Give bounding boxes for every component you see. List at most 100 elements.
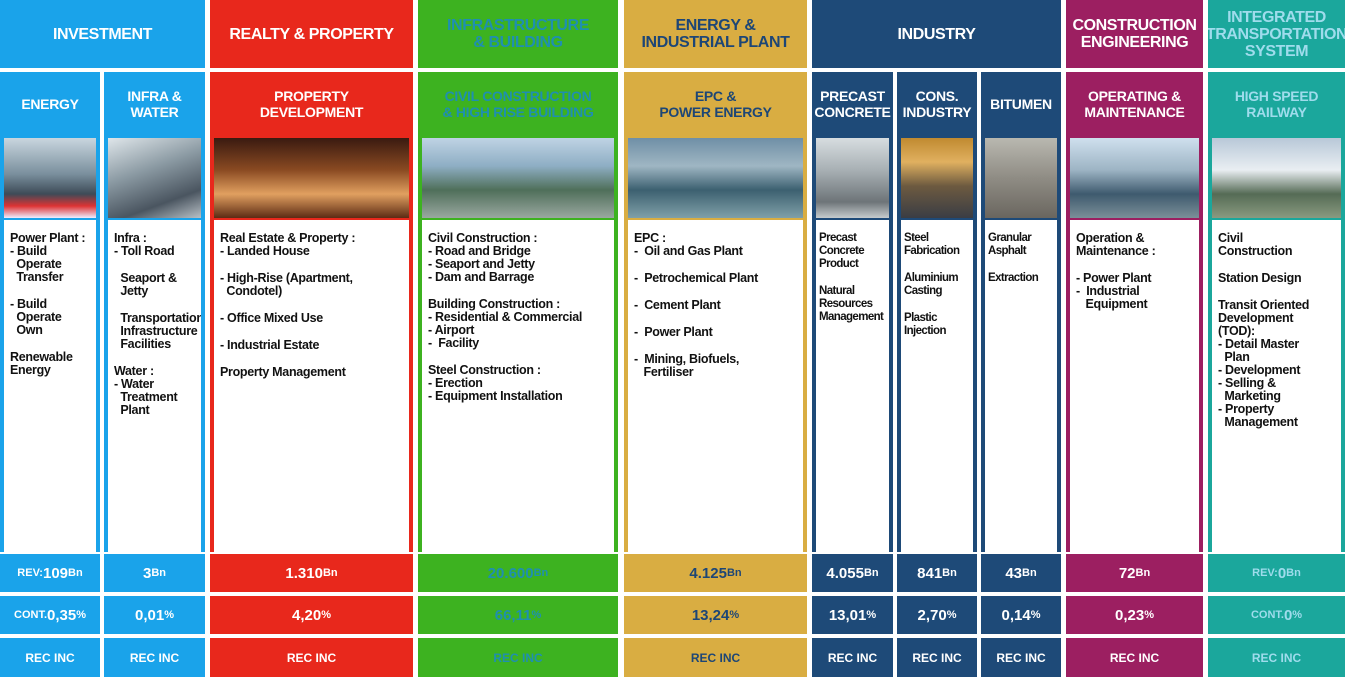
rec-inc-cell: REC INC [1066, 638, 1203, 677]
revenue-cell: 3 Bn [104, 554, 205, 592]
rev-amount: 4.125 [689, 565, 727, 582]
description-item: EPC : - Oil and Gas Plant [634, 232, 799, 258]
description: Steel Fabrication Aluminium Casting Plasti… [901, 220, 973, 552]
rev-unit: Bn [68, 567, 83, 579]
cont-amount: 2,70 [918, 607, 947, 624]
description-item: Steel Construction : - Erection - Equipm… [428, 364, 610, 403]
cont-amount: 4,20 [292, 607, 321, 624]
contribution-cell: CONT. 0,35% [0, 596, 100, 634]
description: Civil Construction : - Road and Bridge -… [422, 220, 614, 552]
description-item: Plastic Injection [904, 312, 969, 338]
cont-unit: % [866, 609, 876, 621]
cont-amount: 13,24 [692, 607, 730, 624]
cont-unit: % [321, 609, 331, 621]
contribution-cell: 0,01% [104, 596, 205, 634]
sub-header: HIGH SPEED RAILWAY [1208, 72, 1345, 136]
description-item: Station Design [1218, 272, 1337, 285]
cont-amount: 0 [1284, 607, 1292, 624]
revenue-cell: 841 Bn [897, 554, 977, 592]
rev-amount: 4.055 [826, 565, 864, 582]
description-item: - Industrial Estate [220, 339, 405, 352]
rev-unit: Bn [534, 567, 549, 579]
revenue-cell: 72 Bn [1066, 554, 1203, 592]
revenue-cell: REV: 109 Bn [0, 554, 100, 592]
description-item: Renewable Energy [10, 351, 92, 377]
rev-amount: 109 [43, 565, 68, 582]
rec-inc-cell: REC INC [981, 638, 1061, 677]
rev-prefix: REV: [17, 567, 43, 579]
revenue-cell: 20.600 Bn [418, 554, 618, 592]
revenue-cell: 1.310 Bn [210, 554, 413, 592]
photo [1070, 138, 1199, 218]
description-item: Transportation Infrastructure Facilities [114, 312, 197, 351]
description-item: Transit Oriented Development (TOD): - De… [1218, 299, 1337, 429]
rev-amount: 1.310 [285, 565, 323, 582]
description-item: Property Management [220, 366, 405, 379]
cont-unit: % [164, 609, 174, 621]
cont-amount: 0,23 [1115, 607, 1144, 624]
cont-amount: 66,11 [495, 607, 532, 624]
description-item: Aluminium Casting [904, 272, 969, 298]
description-item: Water : - Water Treatment Plant [114, 365, 197, 417]
contribution-cell: 4,20% [210, 596, 413, 634]
contribution-cell: 2,70% [897, 596, 977, 634]
description-item: - Power Plant - Industrial Equipment [1076, 272, 1195, 311]
group-header: INDUSTRY [812, 0, 1061, 68]
rev-amount: 0 [1278, 565, 1286, 582]
group-header: CONSTRUCTION ENGINEERING [1066, 0, 1203, 68]
sub-header: ENERGY [0, 72, 100, 136]
description-item: Seaport & Jetty [114, 272, 197, 298]
photo [108, 138, 201, 218]
sub-header: PROPERTY DEVELOPMENT [210, 72, 413, 136]
group-header: INVESTMENT [0, 0, 205, 68]
cont-unit: % [76, 609, 86, 621]
rec-inc-cell: REC INC [210, 638, 413, 677]
portfolio-board: INVESTMENTENERGY Power Plant : - Build Op… [0, 0, 1345, 677]
rec-inc-cell: REC INC [812, 638, 893, 677]
cont-unit: % [531, 609, 541, 621]
description-item: Real Estate & Property : - Landed House [220, 232, 405, 258]
description-item: Infra : - Toll Road [114, 232, 197, 258]
sub-column: PROPERTY DEVELOPMENT Real Estate & Proper… [210, 72, 413, 552]
cont-unit: % [947, 609, 957, 621]
description-item: Steel Fabrication [904, 232, 969, 258]
sub-column: CIVIL CONSTRUCTION & HIGH RISE BUILDING C… [418, 72, 618, 552]
rec-inc-cell: REC INC [624, 638, 807, 677]
description: Power Plant : - Build Operate Transfer- … [4, 220, 96, 552]
cont-amount: 0,01 [135, 607, 164, 624]
cont-unit: % [1292, 609, 1302, 621]
cont-unit: % [1031, 609, 1041, 621]
description-item: - Power Plant [634, 326, 799, 339]
rev-amount: 3 [143, 565, 151, 582]
description-item: Precast Concrete Product [819, 232, 885, 271]
sub-header: CIVIL CONSTRUCTION & HIGH RISE BUILDING [418, 72, 618, 136]
photo [4, 138, 96, 218]
rec-inc-cell: REC INC [418, 638, 618, 677]
description-item: - Office Mixed Use [220, 312, 405, 325]
rec-inc-cell: REC INC [104, 638, 205, 677]
photo [422, 138, 614, 218]
description-item: Building Construction : - Residential & … [428, 298, 610, 350]
rev-unit: Bn [727, 567, 742, 579]
cont-prefix: CONT. [1251, 609, 1284, 621]
photo [1212, 138, 1341, 218]
rec-inc-cell: REC INC [897, 638, 977, 677]
rev-unit: Bn [323, 567, 338, 579]
group-header: INFRASTRUCTURE & BUILDING [418, 0, 618, 68]
sub-header: EPC & POWER ENERGY [624, 72, 807, 136]
description-item: Power Plant : - Build Operate Transfer [10, 232, 92, 284]
photo [985, 138, 1057, 218]
rev-unit: Bn [151, 567, 166, 579]
contribution-cell: 0,14% [981, 596, 1061, 634]
revenue-cell: 4.125 Bn [624, 554, 807, 592]
rev-unit: Bn [864, 567, 879, 579]
rev-unit: Bn [1136, 567, 1151, 579]
rev-amount: 72 [1119, 565, 1136, 582]
photo [901, 138, 973, 218]
